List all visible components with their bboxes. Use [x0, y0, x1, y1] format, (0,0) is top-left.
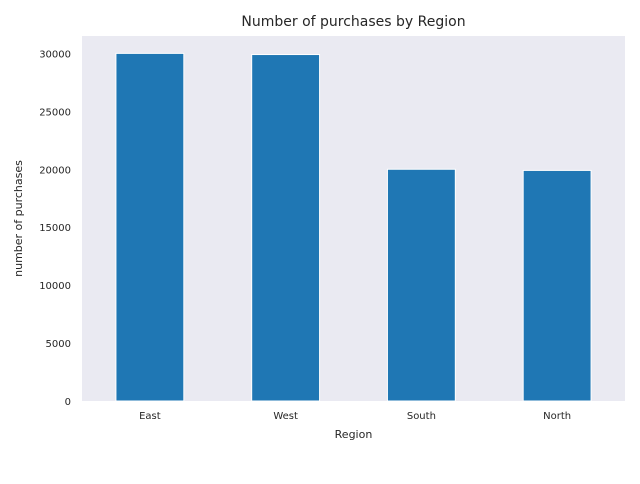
bar-north — [522, 169, 592, 402]
chart-title: Number of purchases by Region — [241, 14, 465, 30]
y-tick-label: 20000 — [39, 165, 71, 176]
x-tick-label: South — [407, 411, 436, 422]
x-axis-label: Region — [335, 428, 373, 441]
y-tick-label: 0 — [65, 397, 71, 408]
y-tick-label: 30000 — [39, 49, 71, 60]
x-tick-label: West — [273, 411, 298, 422]
bars-group — [115, 52, 592, 402]
y-axis-ticks: 0 5000 10000 15000 20000 25000 30000 — [39, 49, 71, 408]
y-tick-label: 15000 — [39, 223, 71, 234]
bar-west — [251, 54, 321, 402]
y-tick-label: 10000 — [39, 281, 71, 292]
y-tick-label: 5000 — [46, 339, 71, 350]
x-tick-label: East — [139, 411, 161, 422]
bar-east — [115, 52, 185, 402]
y-axis-label: number of purchases — [12, 160, 25, 277]
bar-south — [386, 168, 456, 402]
x-tick-label: North — [543, 411, 571, 422]
x-axis-ticks: East West South North — [139, 411, 571, 422]
y-tick-label: 25000 — [39, 107, 71, 118]
